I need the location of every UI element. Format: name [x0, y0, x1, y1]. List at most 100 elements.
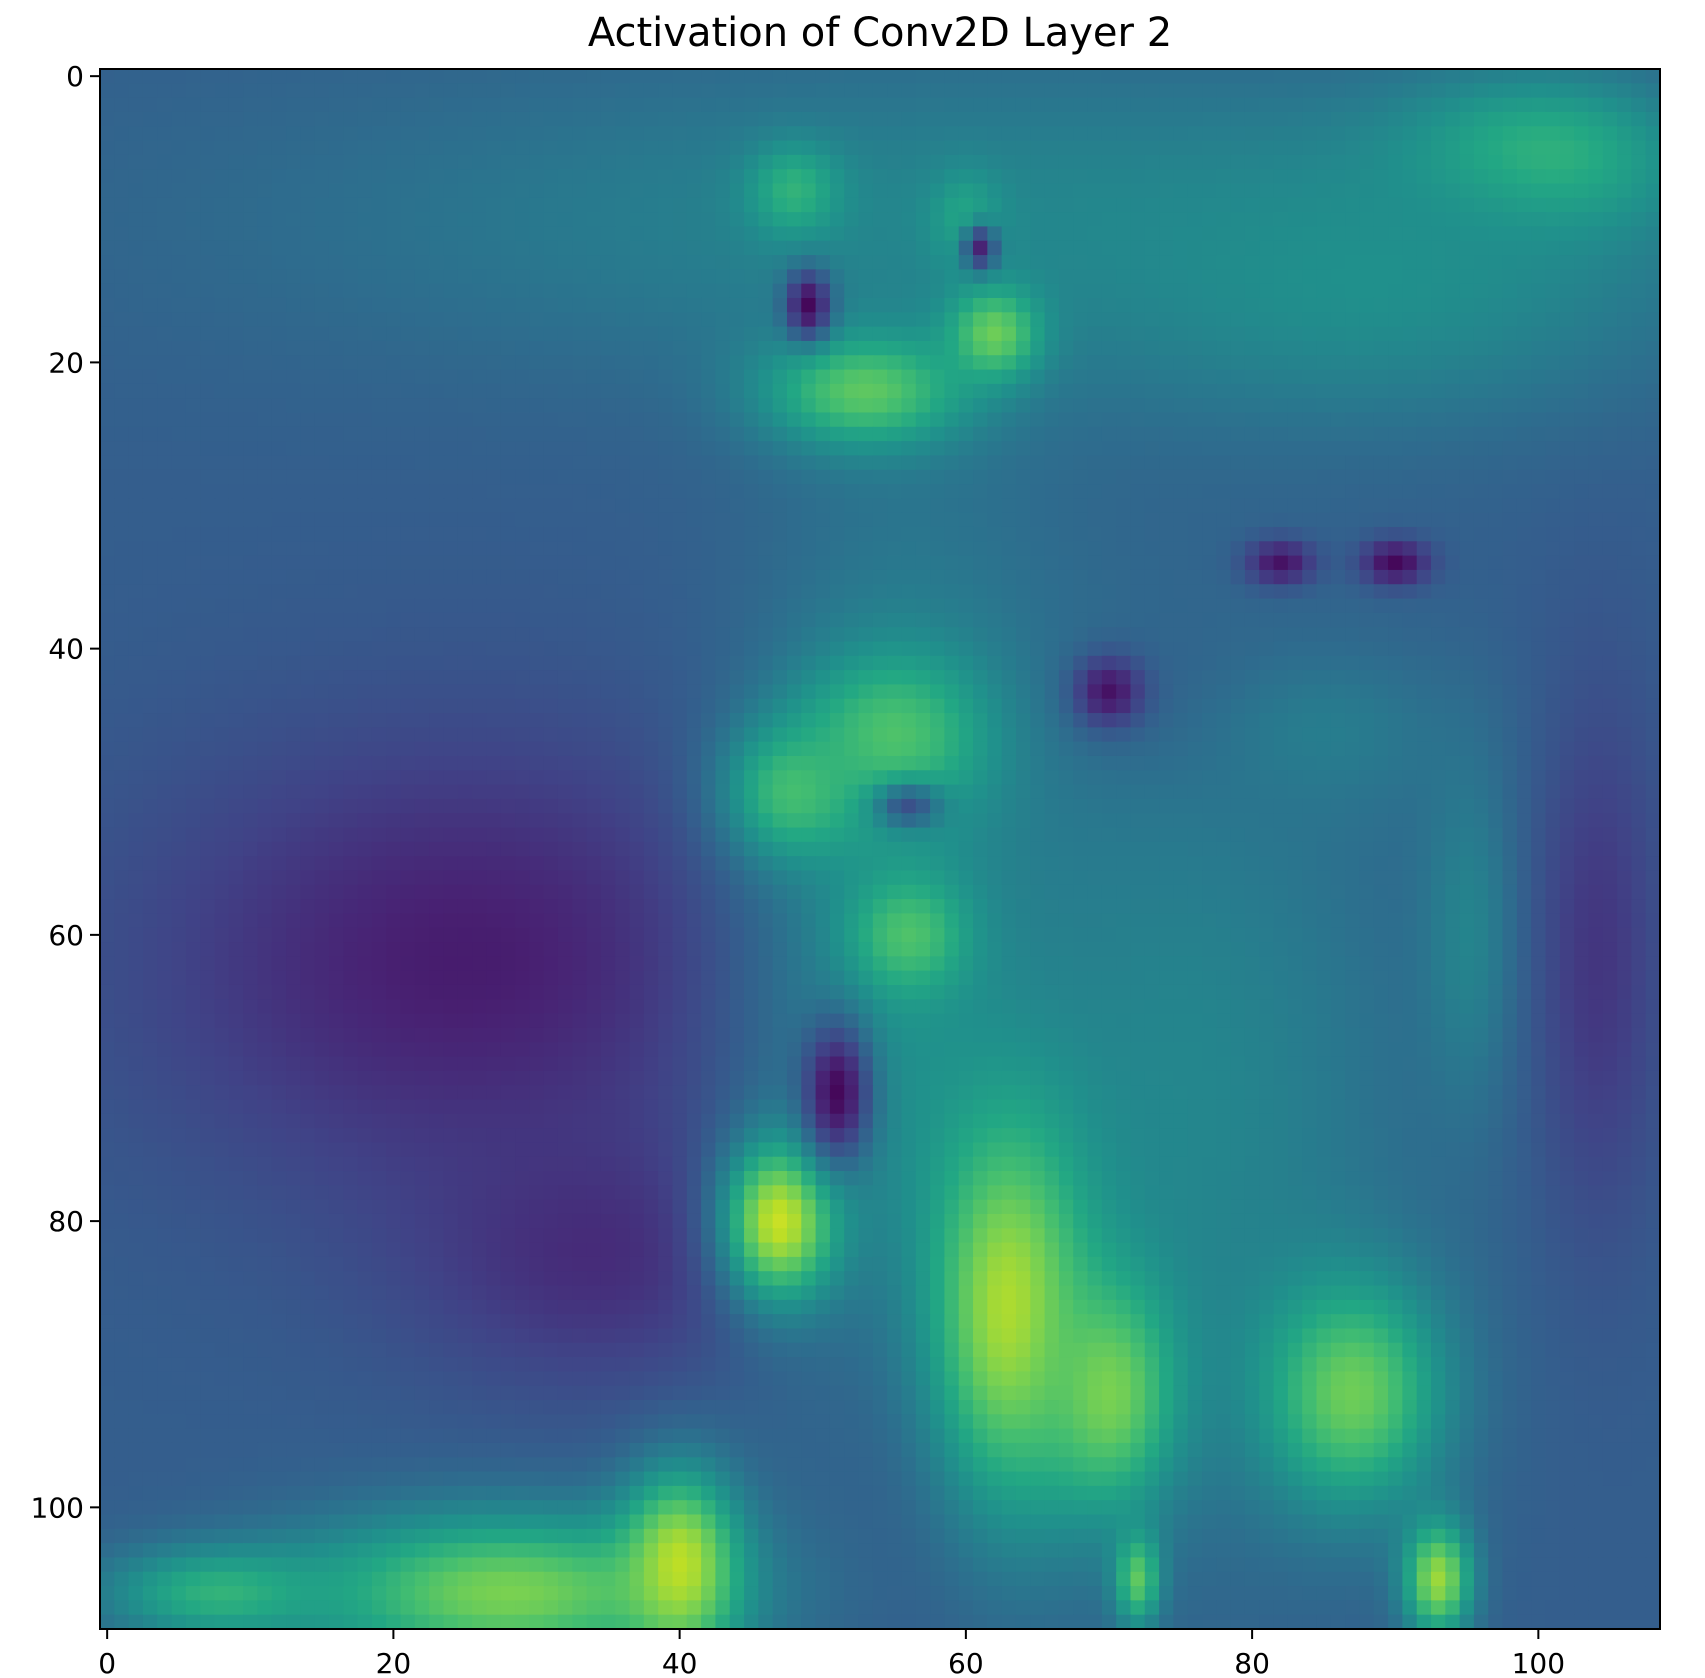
heatmap-cell [1230, 83, 1246, 99]
heatmap-cell [1531, 412, 1547, 428]
heatmap-cell [1187, 526, 1203, 542]
heatmap-cell [400, 469, 416, 485]
heatmap-cell [142, 670, 158, 686]
heatmap-cell [1459, 183, 1475, 199]
heatmap-cell [557, 598, 573, 614]
heatmap-cell [1015, 612, 1031, 628]
heatmap-cell [1617, 326, 1632, 342]
heatmap-cell [1531, 612, 1547, 628]
heatmap-cell [872, 627, 888, 643]
heatmap-cell [1330, 269, 1346, 285]
heatmap-cell [214, 713, 230, 728]
heatmap-cell [1531, 312, 1547, 328]
heatmap-cell [1015, 369, 1031, 385]
heatmap-cell [400, 283, 416, 299]
heatmap-cell [872, 269, 888, 285]
heatmap-cell [758, 83, 774, 99]
heatmap-cell [901, 183, 917, 199]
heatmap-cell [1230, 226, 1246, 242]
heatmap-cell [400, 269, 416, 285]
heatmap-cell [400, 369, 416, 385]
heatmap-cell [214, 83, 230, 99]
heatmap-cell [1058, 512, 1074, 528]
heatmap-cell [858, 83, 874, 99]
heatmap-cell [1244, 69, 1260, 84]
heatmap-cell [228, 255, 244, 270]
heatmap-cell [1030, 455, 1046, 471]
heatmap-cell [1473, 126, 1489, 142]
heatmap-cell [1187, 297, 1203, 313]
heatmap-cell [500, 398, 516, 414]
heatmap-cell [1302, 111, 1318, 127]
heatmap-cell [1488, 312, 1504, 328]
heatmap-cell [1073, 598, 1089, 614]
heatmap-cell [1044, 240, 1060, 256]
heatmap-cell [586, 655, 602, 671]
heatmap-cell [271, 69, 287, 84]
heatmap-cell [1330, 598, 1346, 614]
heatmap-cell [973, 655, 988, 671]
heatmap-cell [515, 655, 530, 671]
heatmap-cell [386, 684, 402, 700]
heatmap-cell [600, 512, 616, 528]
heatmap-cell [744, 169, 759, 185]
heatmap-cell [786, 641, 802, 657]
heatmap-cell [1559, 569, 1575, 585]
heatmap-cell [786, 369, 802, 385]
heatmap-cell [643, 197, 659, 213]
heatmap-cell [1531, 255, 1547, 270]
heatmap-cell [371, 226, 387, 242]
heatmap-cell [1144, 183, 1160, 199]
heatmap-cell [1488, 183, 1504, 199]
heatmap-cell [1402, 598, 1418, 614]
heatmap-cell [1187, 484, 1203, 499]
heatmap-cell [1302, 297, 1318, 313]
heatmap-cell [915, 69, 931, 84]
heatmap-cell [1202, 526, 1217, 542]
heatmap-cell [887, 469, 903, 485]
heatmap-cell [1316, 398, 1332, 414]
heatmap-cell [1330, 97, 1346, 113]
heatmap-cell [414, 584, 430, 600]
heatmap-cell [801, 641, 817, 657]
heatmap-cell [1473, 183, 1489, 199]
heatmap-cell [1488, 670, 1504, 686]
heatmap-cell [915, 283, 931, 299]
heatmap-cell [443, 698, 459, 714]
heatmap-cell [214, 111, 230, 127]
heatmap-cell [1645, 212, 1661, 228]
heatmap-cell [543, 269, 559, 285]
heatmap-cell [100, 97, 115, 113]
heatmap-cell [500, 598, 516, 614]
heatmap-cell [744, 584, 759, 600]
heatmap-cell [744, 111, 759, 127]
heatmap-cell [1302, 441, 1318, 457]
heatmap-cell [429, 269, 445, 285]
heatmap-cell [572, 183, 588, 199]
heatmap-cell [815, 197, 831, 213]
heatmap-cell [429, 183, 445, 199]
heatmap-cell [257, 412, 273, 428]
heatmap-cell [1402, 212, 1418, 228]
heatmap-cell [328, 612, 344, 628]
heatmap-cell [457, 97, 473, 113]
heatmap-cell [443, 584, 459, 600]
heatmap-cell [715, 655, 731, 671]
heatmap-cell [1645, 541, 1661, 557]
heatmap-cell [414, 555, 430, 571]
heatmap-cell [629, 140, 645, 156]
heatmap-cell [1273, 83, 1289, 99]
heatmap-cell [1516, 340, 1532, 356]
heatmap-cell [1030, 111, 1046, 127]
heatmap-cell [1287, 584, 1303, 600]
heatmap-cell [572, 283, 588, 299]
heatmap-cell [185, 69, 201, 84]
heatmap-cell [185, 398, 201, 414]
heatmap-cell [987, 140, 1003, 156]
heatmap-cell [1216, 169, 1232, 185]
heatmap-cell [1287, 426, 1303, 442]
heatmap-cell [486, 455, 502, 471]
heatmap-cell [1087, 469, 1103, 485]
heatmap-cell [1359, 97, 1375, 113]
heatmap-cell [1488, 383, 1504, 399]
